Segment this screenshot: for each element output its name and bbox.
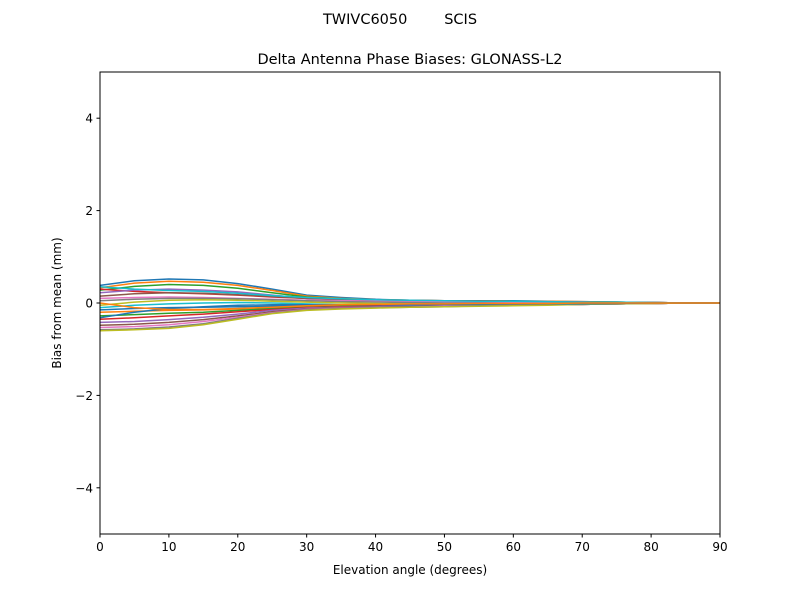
y-axis-label: Bias from mean (mm) [50,237,64,368]
x-tick-label: 90 [712,540,727,554]
x-tick-label: 10 [161,540,176,554]
x-tick-label: 0 [96,540,104,554]
x-tick-label: 30 [299,540,314,554]
series-line-19 [100,286,720,304]
x-tick-label: 40 [368,540,383,554]
y-tick-label: −4 [75,481,93,495]
x-axis: 0 10 20 30 40 50 60 70 80 90 [96,534,728,554]
x-tick-label: 60 [506,540,521,554]
x-tick-label: 50 [437,540,452,554]
x-tick-label: 70 [575,540,590,554]
y-tick-label: −2 [75,389,93,403]
y-tick-label: 4 [85,112,93,126]
series-group [100,278,720,332]
y-axis: −4 −2 0 2 4 [75,112,100,495]
chart-title: Delta Antenna Phase Biases: GLONASS-L2 [257,52,562,68]
y-tick-label: 2 [85,204,93,218]
x-axis-label: Elevation angle (degrees) [333,563,487,577]
chart-suptitle: TWIVC6050 SCIS [322,12,477,28]
x-tick-label: 80 [643,540,658,554]
x-tick-label: 20 [230,540,245,554]
y-tick-label: 0 [85,297,93,311]
series-line-21 [100,302,720,311]
